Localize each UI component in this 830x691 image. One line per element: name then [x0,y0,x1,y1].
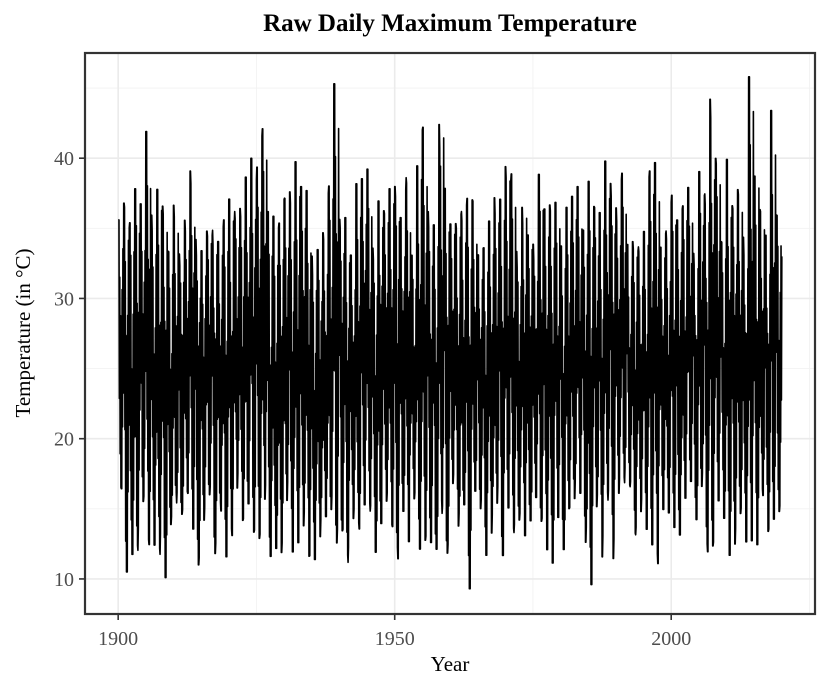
y-tick-label: 30 [54,288,74,310]
y-axis-label: Temperature (in °C) [11,248,35,417]
y-tick-label: 10 [54,569,74,591]
chart-title: Raw Daily Maximum Temperature [263,10,637,37]
y-axis: 10 20 30 40 [54,148,85,591]
x-axis: 1900 1950 2000 [98,614,691,650]
y-tick-label: 40 [54,148,74,170]
x-tick-label: 1950 [375,628,415,650]
y-tick-label: 20 [54,429,74,451]
x-axis-label: Year [431,652,470,676]
temperature-series [117,76,783,590]
x-tick-label: 1900 [98,628,138,650]
panel-border [83,51,817,616]
x-tick-label: 2000 [651,628,691,650]
temperature-line [117,76,783,590]
